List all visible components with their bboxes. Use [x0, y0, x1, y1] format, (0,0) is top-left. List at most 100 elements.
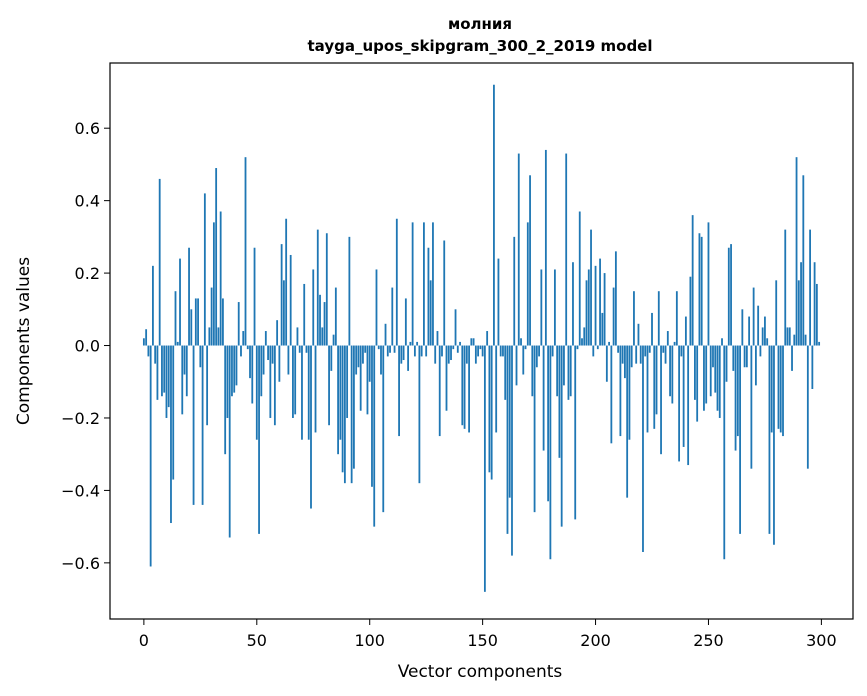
bar: [258, 345, 260, 534]
bar: [276, 320, 279, 346]
bar: [811, 345, 814, 389]
bar: [366, 345, 369, 415]
bar: [736, 345, 739, 437]
bar: [307, 345, 310, 440]
x-tick-label: 50: [247, 631, 267, 650]
bar: [280, 244, 283, 346]
bar: [727, 247, 730, 346]
bar: [800, 262, 802, 346]
bar: [192, 345, 195, 505]
bar: [483, 345, 486, 592]
bar: [605, 345, 608, 382]
bar: [145, 329, 148, 346]
bar: [678, 345, 681, 462]
bar: [497, 258, 500, 346]
bar: [522, 345, 525, 375]
bar: [292, 345, 294, 418]
bar: [377, 345, 380, 350]
bar: [409, 341, 412, 346]
bar: [474, 345, 477, 364]
bar: [741, 309, 744, 346]
bar: [723, 345, 726, 560]
bar: [255, 345, 258, 440]
bar: [423, 222, 425, 346]
bar: [353, 345, 355, 469]
bar: [603, 273, 606, 346]
bar: [633, 291, 635, 346]
bar: [669, 345, 671, 397]
bar: [795, 157, 798, 346]
bar: [619, 345, 622, 437]
bar: [662, 345, 665, 353]
bar: [635, 345, 638, 364]
bar: [434, 345, 437, 364]
bar: [222, 298, 224, 346]
bar: [802, 175, 805, 346]
bar: [718, 345, 721, 418]
bar: [734, 345, 737, 451]
bar: [506, 345, 509, 534]
x-tick-label: 0: [139, 631, 149, 650]
x-axis-label: Vector components: [398, 662, 563, 682]
bar: [626, 345, 629, 498]
bar: [461, 345, 464, 426]
bar: [775, 280, 778, 346]
bar: [158, 178, 161, 346]
bar: [542, 345, 545, 451]
bar: [445, 345, 448, 411]
bar: [226, 345, 229, 418]
bar: [786, 327, 789, 346]
bar: [587, 269, 590, 346]
bar: [411, 222, 414, 346]
bar: [240, 345, 242, 357]
bar: [298, 345, 301, 353]
bar: [768, 345, 771, 534]
bar: [642, 345, 644, 552]
bar: [459, 341, 461, 346]
bar: [413, 345, 416, 357]
bar: [766, 338, 769, 346]
bar: [233, 345, 236, 393]
bar: [454, 309, 457, 346]
bar: [384, 323, 387, 346]
bar: [273, 345, 276, 426]
bar: [725, 345, 728, 382]
bar: [759, 345, 762, 357]
bar: [637, 323, 640, 346]
bar: [511, 345, 513, 556]
bar: [773, 345, 775, 545]
bar: [235, 345, 238, 386]
bar: [332, 334, 335, 346]
bar: [303, 283, 306, 346]
bar: [477, 345, 480, 357]
bar: [262, 345, 265, 375]
bar: [517, 153, 520, 346]
bar: [703, 345, 705, 411]
bar: [547, 345, 550, 502]
bar: [750, 345, 753, 469]
bar: [237, 302, 240, 346]
bar: [362, 345, 364, 364]
bar: [170, 345, 172, 524]
y-tick-label: 0.4: [75, 192, 100, 211]
y-tick-label: 0.2: [75, 264, 100, 283]
bar: [249, 345, 251, 379]
bar: [231, 345, 233, 397]
bar: [660, 345, 662, 455]
bar: [441, 345, 443, 357]
bar: [203, 193, 206, 346]
bar: [612, 287, 615, 346]
bar: [671, 345, 674, 404]
bar: [174, 291, 177, 346]
bar: [716, 345, 719, 411]
bar: [524, 345, 527, 350]
bar: [551, 345, 554, 357]
bar: [319, 294, 321, 346]
bar: [694, 345, 696, 400]
bar: [791, 345, 793, 371]
bar: [357, 345, 360, 368]
bar: [420, 345, 423, 357]
bar: [398, 345, 400, 437]
bar: [569, 345, 572, 397]
